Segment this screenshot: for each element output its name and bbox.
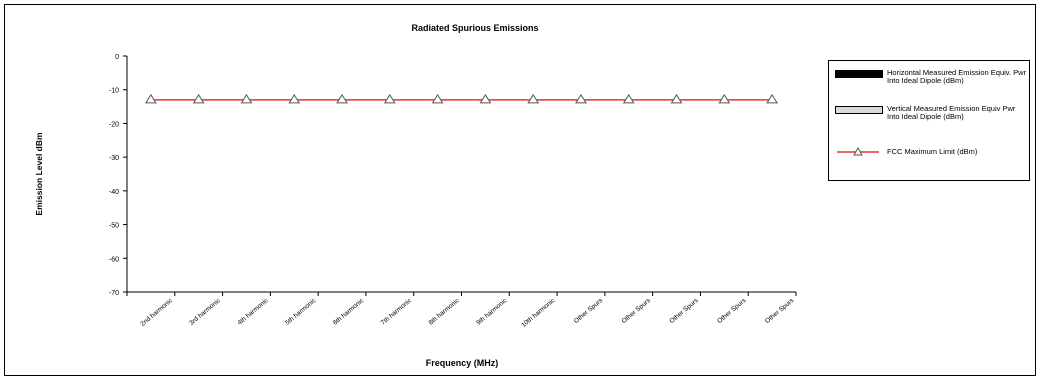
- data-point-fcc-limit: [479, 93, 492, 104]
- x-tick-label: 3rd harmonic: [188, 297, 222, 327]
- data-point-fcc-limit: [575, 93, 587, 104]
- data-point-fcc-limit: [336, 93, 348, 104]
- legend-label-fcc-limit: FCC Maximum Limit (dBm): [887, 147, 978, 156]
- x-tick-label: Other Spurs: [716, 297, 748, 325]
- x-tick-label: Other Spurs: [668, 297, 700, 325]
- data-point-fcc-limit: [383, 93, 396, 104]
- x-tick-label: 8th harmonic: [427, 297, 461, 327]
- legend-label-vertical: Vertical Measured Emission Equiv Pwr Int…: [887, 104, 1016, 121]
- data-point-fcc-limit: [240, 93, 253, 104]
- data-point-fcc-limit: [288, 93, 301, 104]
- legend-item-fcc-limit: FCC Maximum Limit (dBm): [835, 147, 1027, 161]
- y-tick-label: -10: [109, 88, 119, 95]
- x-tick-label: 9th harmonic: [475, 297, 509, 327]
- x-ticks: 2nd harmonic 3rd harmonic 4th harmonic 5th …: [126, 292, 797, 329]
- y-tick-label: -20: [109, 121, 119, 128]
- x-tick-label: Other Spurs: [573, 297, 605, 325]
- data-point-fcc-limit: [622, 93, 635, 104]
- legend-label-horizontal: Horizontal Measured Emission Equiv. Pwr …: [887, 68, 1027, 85]
- y-axis-label: Emission Level dBm: [34, 132, 44, 216]
- series-layer: [144, 93, 779, 104]
- data-point-fcc-limit: [144, 93, 157, 104]
- y-ticks: 0 -10 -20 -30 -40 -50 -60 -70: [109, 54, 127, 297]
- data-point-fcc-limit: [718, 93, 731, 104]
- y-tick-label: -50: [109, 223, 119, 230]
- legend-swatch-horizontal: [835, 70, 883, 78]
- y-tick-label: -60: [109, 256, 119, 263]
- x-tick-label: 6th harmonic: [332, 297, 366, 327]
- legend-swatch-vertical: [835, 106, 883, 114]
- chart-title: Radiated Spurious Emissions: [411, 23, 538, 33]
- y-tick-label: -70: [109, 290, 119, 297]
- x-tick-label: 5th harmonic: [284, 297, 318, 327]
- data-point-fcc-limit: [766, 93, 779, 104]
- x-axis-label: Frequency (MHz): [426, 358, 499, 368]
- legend-item-horizontal: Horizontal Measured Emission Equiv. Pwr …: [835, 69, 1027, 99]
- legend-swatch-fcc-limit: [837, 147, 879, 156]
- y-tick-label: -30: [109, 155, 119, 162]
- data-point-fcc-limit: [192, 93, 205, 104]
- x-tick-label: Other Spurs: [764, 297, 796, 325]
- legend: Horizontal Measured Emission Equiv. Pwr …: [828, 60, 1030, 181]
- data-point-fcc-limit: [670, 93, 683, 104]
- legend-item-vertical: Vertical Measured Emission Equiv Pwr Int…: [835, 105, 1027, 135]
- y-tick-label: -40: [109, 189, 119, 196]
- x-tick-label: 4th harmonic: [236, 297, 270, 327]
- data-point-fcc-limit: [431, 93, 444, 104]
- x-tick-label: 7th harmonic: [380, 297, 414, 327]
- x-tick-label: 10th harmonic: [520, 297, 557, 329]
- data-point-fcc-limit: [527, 93, 540, 104]
- y-tick-label: 0: [115, 54, 119, 61]
- x-tick-label: Other Spurs: [621, 297, 653, 325]
- x-tick-label: 2nd harmonic: [139, 297, 174, 328]
